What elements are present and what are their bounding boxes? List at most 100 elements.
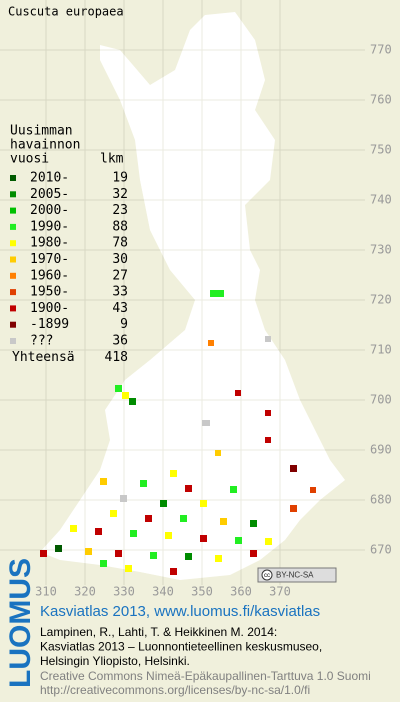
x-tick-label: 330 [113, 585, 135, 599]
legend-swatch [10, 272, 16, 279]
square [265, 538, 272, 545]
legend-heading: Uusimman [10, 124, 73, 139]
x-tick-label: 360 [230, 585, 252, 599]
legend-count: 36 [112, 334, 128, 349]
legend-count-heading: lkm [100, 152, 124, 167]
atlas-link: Kasviatlas 2013, www.luomus.fi/kasviatla… [40, 603, 320, 620]
square [200, 500, 207, 507]
legend-total: 418 [105, 350, 128, 365]
legend-count: 23 [112, 203, 128, 218]
y-tick-label: 750 [370, 143, 392, 157]
legend-label: 1980- [30, 236, 69, 251]
square [290, 465, 297, 472]
y-tick-label: 760 [370, 93, 392, 107]
legend-heading: havainnon [10, 138, 80, 153]
square [215, 555, 222, 562]
square [250, 520, 257, 527]
legend-count: 19 [112, 171, 128, 186]
badge-circle [261, 569, 273, 581]
square [290, 505, 297, 512]
legend-label: 2000- [30, 203, 69, 218]
square [230, 486, 237, 493]
logo: LUOMUS [4, 558, 37, 688]
square [160, 500, 167, 507]
square [250, 550, 257, 557]
y-tick-label: 730 [370, 243, 392, 257]
square [122, 392, 129, 399]
y-tick-label: 680 [370, 493, 392, 507]
x-tick-label: 350 [191, 585, 213, 599]
x-tick-label: 370 [269, 585, 291, 599]
square [55, 545, 62, 552]
legend-count: 30 [112, 252, 128, 267]
grid-overlay [0, 0, 365, 585]
legend-label: -1899 [30, 317, 69, 332]
x-tick-label: 320 [74, 585, 96, 599]
square [115, 550, 122, 557]
legend-label: ??? [30, 334, 53, 349]
legend-swatch [10, 305, 16, 312]
square [129, 398, 136, 405]
square [265, 437, 271, 443]
legend-count: 33 [112, 285, 128, 300]
legend-label: 2010- [30, 171, 69, 186]
square [130, 530, 137, 537]
legend-count: 32 [112, 187, 128, 202]
legend-label: 1990- [30, 219, 69, 234]
legend-label: 1970- [30, 252, 69, 267]
legend-count: 78 [112, 236, 128, 251]
square [215, 450, 221, 456]
legend-swatch [10, 256, 16, 263]
square [85, 548, 92, 555]
legend-count: 9 [120, 317, 128, 332]
square [265, 336, 271, 342]
square [70, 525, 77, 532]
square [170, 568, 177, 575]
square [208, 340, 214, 346]
square [95, 528, 102, 535]
legend-count: 43 [112, 301, 128, 316]
legend-label: 1900- [30, 301, 69, 316]
legend-swatch [10, 207, 16, 214]
legend-swatch [10, 289, 16, 296]
legend-total-label: Yhteensä [12, 350, 75, 365]
x-tick-label: 340 [152, 585, 174, 599]
citation-line: Helsingin Yliopisto, Helsinki. [40, 654, 190, 668]
legend-count: 27 [112, 268, 128, 283]
square [125, 565, 132, 572]
square [217, 290, 224, 297]
badge-cc: cc [264, 573, 270, 579]
square [40, 550, 47, 557]
legend-swatch [10, 223, 16, 230]
legend-swatch [10, 191, 16, 198]
square [100, 478, 107, 485]
legend-swatch [10, 175, 16, 181]
square [170, 470, 177, 477]
badge-box [257, 567, 337, 583]
footer-text: Lampinen, R., Lahti, T. & Heikkinen M. 2… [40, 625, 371, 697]
square [200, 535, 207, 542]
observation-squares [40, 290, 316, 575]
legend-swatch [10, 240, 16, 247]
square [100, 560, 107, 567]
citation-line: Lampinen, R., Lahti, T. & Heikkinen M. 2… [40, 625, 277, 639]
square [180, 515, 187, 522]
square [165, 532, 172, 539]
legend-label: 1960- [30, 268, 69, 283]
square [115, 385, 122, 392]
square [202, 420, 210, 426]
square [150, 552, 157, 559]
license-line: Creative Commons Nimeä-Epäkaupallinen-Ta… [40, 669, 371, 683]
square [235, 537, 242, 544]
legend-heading: vuosi [10, 152, 49, 167]
legend-swatch [10, 321, 16, 328]
legend-label: 2005- [30, 187, 69, 202]
square [185, 553, 192, 560]
square [145, 515, 152, 522]
y-tick-label: 740 [370, 193, 392, 207]
square [110, 510, 117, 517]
y-tick-label: 770 [370, 43, 392, 57]
square [140, 480, 147, 487]
square [185, 485, 192, 492]
